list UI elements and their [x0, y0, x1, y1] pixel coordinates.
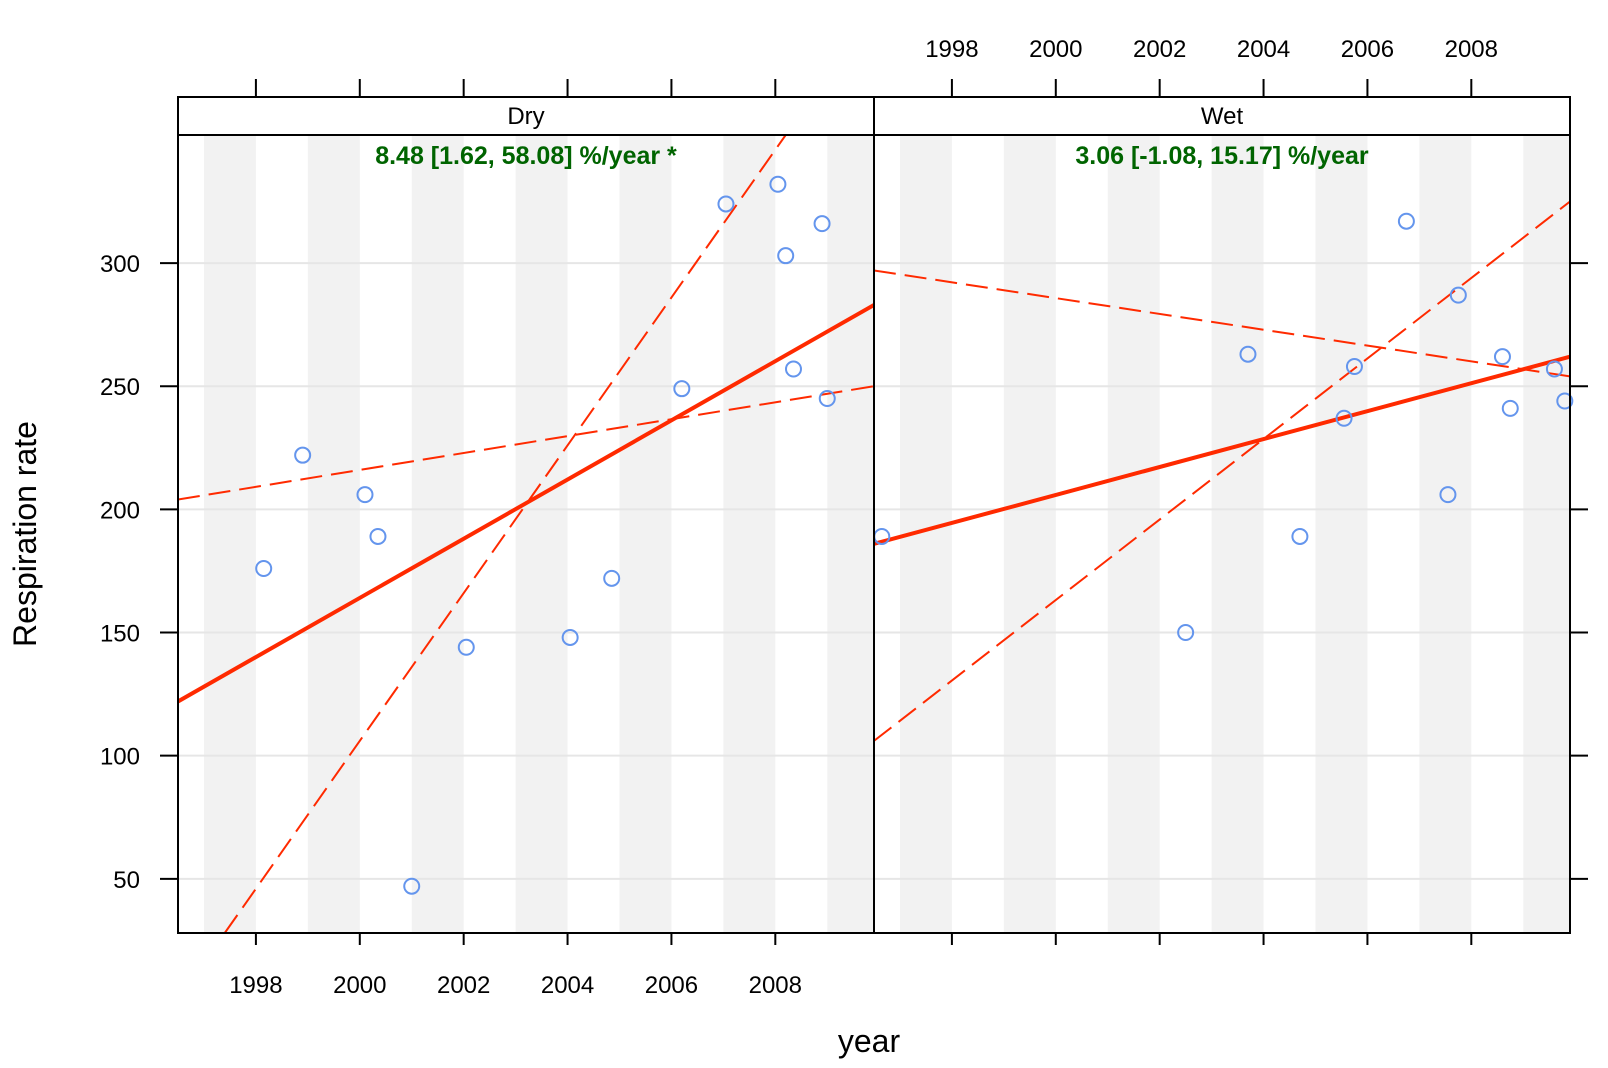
trend-line: [874, 354, 1570, 546]
data-point: [1545, 360, 1563, 378]
x-tick-label: 2006: [645, 972, 698, 999]
y-axis-title: Respiration rate: [7, 421, 43, 647]
data-point: [457, 638, 475, 656]
x-tick-label-top: 2008: [1445, 36, 1498, 63]
x-tick-label: 2000: [333, 972, 386, 999]
year-band: [411, 135, 464, 933]
year-band: [1003, 135, 1056, 933]
panel-border: [873, 134, 1571, 934]
data-point: [769, 175, 787, 193]
data-point: [1397, 212, 1415, 230]
x-tick-label-top: 2000: [1029, 36, 1082, 63]
x-tick-label: 1998: [229, 972, 282, 999]
data-point: [356, 486, 374, 504]
year-band: [1107, 135, 1160, 933]
y-tick-label: 250: [100, 374, 140, 401]
strip-label: Dry: [507, 103, 544, 130]
year-band: [515, 135, 568, 933]
year-band: [307, 135, 360, 933]
y-tick-label: 200: [100, 497, 140, 524]
data-point: [673, 380, 691, 398]
data-point: [561, 628, 579, 646]
data-point: [813, 215, 831, 233]
year-band: [1419, 135, 1472, 933]
data-point: [1449, 286, 1467, 304]
x-tick-label: 2004: [541, 972, 594, 999]
data-point: [1291, 527, 1309, 545]
x-tick-label-top: 2006: [1341, 36, 1394, 63]
y-tick-label: 100: [100, 744, 140, 771]
ci-line: [874, 269, 1570, 378]
panel-annotation: 8.48 [1.62, 58.08] %/year *: [375, 142, 677, 170]
y-tick-label: 50: [113, 867, 140, 894]
year-band: [827, 135, 874, 933]
year-band: [1523, 135, 1570, 933]
year-band: [619, 135, 672, 933]
panel-dry: 8.48 [1.62, 58.08] %/year * Dry 1998 2000 20…: [177, 79, 875, 999]
x-tick-label: 2002: [437, 972, 490, 999]
ci-line: [178, 385, 874, 501]
data-point: [255, 559, 273, 577]
year-band: [1315, 135, 1368, 933]
data-point: [1177, 624, 1195, 642]
panel-wet: 3.06 [-1.08, 15.17] %/year Wet 1998 2000 200…: [873, 36, 1574, 945]
data-point: [603, 569, 621, 587]
panel-annotation: 3.06 [-1.08, 15.17] %/year: [1075, 142, 1369, 170]
data-point: [1493, 348, 1511, 366]
year-band: [203, 135, 256, 933]
x-tick-label-top: 2004: [1237, 36, 1290, 63]
data-point: [784, 360, 802, 378]
year-band: [723, 135, 776, 933]
data-point: [1439, 486, 1457, 504]
data-point: [294, 446, 312, 464]
panel-lines: [874, 200, 1570, 742]
x-tick-label: 2008: [749, 972, 802, 999]
year-band: [1211, 135, 1264, 933]
data-point: [777, 247, 795, 265]
data-point: [1345, 358, 1363, 376]
data-point: [818, 390, 836, 408]
x-tick-label-top: 2002: [1133, 36, 1186, 63]
x-axis-title: year: [838, 1023, 901, 1059]
ci-line: [874, 200, 1570, 742]
data-point: [1239, 345, 1257, 363]
x-tick-label-top: 1998: [925, 36, 978, 63]
data-point: [1556, 392, 1574, 410]
panel-lines: [178, 135, 874, 933]
data-point: [717, 195, 735, 213]
y-tick-label: 300: [100, 251, 140, 278]
data-point: [1501, 399, 1519, 417]
data-point: [403, 877, 421, 895]
y-tick-label: 150: [100, 621, 140, 648]
trend-line: [178, 303, 874, 704]
ci-line: [223, 135, 787, 933]
data-point: [369, 527, 387, 545]
data-point: [1335, 409, 1353, 427]
strip-label: Wet: [1201, 103, 1244, 130]
